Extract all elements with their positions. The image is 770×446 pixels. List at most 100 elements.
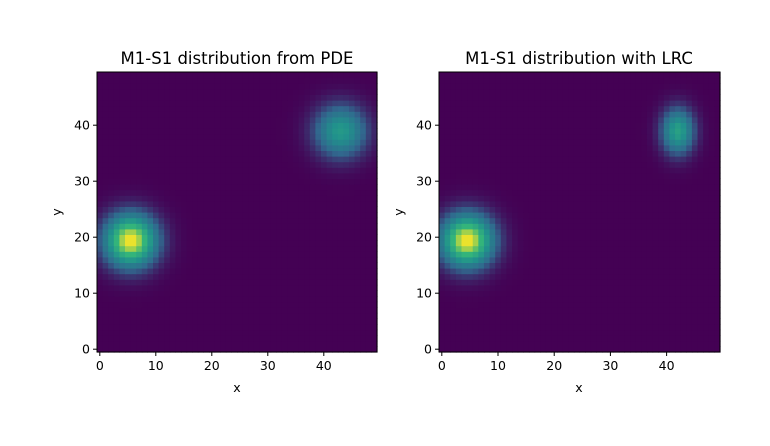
heatmap-cell	[624, 318, 631, 325]
heatmap-cell	[652, 223, 659, 230]
heatmap-cell	[528, 256, 536, 263]
heatmap-cell	[248, 223, 255, 230]
heatmap-cell	[315, 268, 322, 275]
heatmap-cell	[259, 144, 266, 151]
heatmap-cell	[658, 262, 665, 269]
heatmap-cell	[242, 167, 249, 174]
heatmap-cell	[663, 290, 671, 297]
heatmap-cell	[326, 318, 333, 325]
heatmap-cell	[265, 318, 272, 325]
heatmap-cell	[270, 172, 277, 179]
heatmap-cell	[624, 122, 631, 129]
heatmap-cell	[489, 245, 496, 252]
heatmap-cell	[635, 268, 642, 275]
heatmap-cell	[276, 268, 283, 275]
heatmap-cell	[646, 122, 654, 129]
heatmap-cell	[646, 161, 654, 168]
heatmap-cell	[253, 122, 260, 129]
heatmap-cell	[130, 200, 137, 207]
heatmap-cell	[270, 77, 277, 84]
heatmap-cell	[652, 200, 659, 207]
heatmap-cell	[573, 307, 581, 314]
heatmap-cell	[186, 184, 193, 191]
heatmap-cell	[675, 268, 682, 275]
heatmap-cell	[192, 72, 199, 79]
heatmap-cell	[618, 133, 626, 140]
heatmap-cell	[298, 94, 305, 101]
heatmap-cell	[652, 128, 659, 135]
heatmap-cell	[596, 228, 603, 235]
heatmap-cell	[675, 312, 682, 319]
heatmap-cell	[153, 240, 160, 247]
heatmap-cell	[175, 167, 182, 174]
heatmap-cell	[304, 178, 311, 185]
heatmap-cell	[478, 273, 485, 280]
heatmap-cell	[545, 189, 552, 196]
heatmap-cell	[472, 83, 479, 90]
heatmap-cell	[680, 189, 687, 196]
heatmap-cell	[506, 122, 513, 129]
heatmap-cell	[697, 94, 704, 101]
heatmap-cell	[237, 245, 244, 252]
heatmap-cell	[225, 290, 232, 297]
heatmap-cell	[686, 172, 693, 179]
heatmap-cell	[203, 251, 210, 258]
heatmap-cell	[214, 116, 221, 123]
heatmap-cell	[472, 100, 479, 107]
heatmap-cell	[192, 301, 199, 308]
heatmap-cell	[455, 100, 463, 107]
heatmap-cell	[231, 105, 238, 112]
heatmap-cell	[158, 195, 165, 202]
heatmap-cell	[147, 156, 154, 163]
heatmap-cell	[337, 133, 344, 140]
heatmap-cell	[108, 301, 115, 308]
heatmap-cell	[158, 139, 165, 146]
heatmap-cell	[298, 312, 305, 319]
heatmap-cell	[141, 245, 148, 252]
heatmap-cell	[125, 139, 132, 146]
heatmap-cell	[248, 88, 255, 95]
heatmap-cell	[197, 88, 204, 95]
heatmap-cell	[691, 77, 699, 84]
heatmap-cell	[309, 83, 316, 90]
heatmap-cell	[147, 111, 154, 118]
heatmap-cell	[483, 128, 491, 135]
heatmap-cell	[680, 184, 687, 191]
heatmap-cell	[562, 307, 569, 314]
heatmap-cell	[97, 284, 104, 291]
heatmap-cell	[158, 178, 165, 185]
heatmap-cell	[467, 228, 474, 235]
heatmap-cell	[483, 318, 491, 325]
heatmap-cell	[253, 167, 260, 174]
heatmap-cell	[276, 318, 283, 325]
heatmap-cell	[214, 178, 221, 185]
heatmap-cell	[337, 206, 344, 213]
heatmap-cell	[461, 307, 468, 314]
heatmap-cell	[523, 156, 530, 163]
heatmap-cell	[489, 200, 496, 207]
heatmap-cell	[237, 83, 244, 90]
heatmap-cell	[181, 234, 188, 241]
heatmap-cell	[506, 251, 513, 258]
heatmap-cell	[343, 262, 350, 269]
heatmap-cell	[321, 212, 328, 219]
heatmap-cell	[360, 240, 367, 247]
heatmap-cell	[613, 111, 620, 118]
heatmap-cell	[579, 234, 586, 241]
heatmap-cell	[186, 228, 193, 235]
heatmap-cell	[169, 234, 176, 241]
heatmap-cell	[489, 77, 496, 84]
heatmap-cell	[697, 122, 704, 129]
heatmap-cell	[562, 251, 569, 258]
heatmap-cell	[125, 77, 132, 84]
heatmap-cell	[147, 217, 154, 224]
heatmap-cell	[321, 161, 328, 168]
heatmap-cell	[635, 133, 642, 140]
heatmap-cell	[557, 307, 564, 314]
heatmap-cell	[579, 167, 586, 174]
heatmap-cell	[270, 262, 277, 269]
heatmap-cell	[360, 200, 367, 207]
heatmap-cell	[164, 105, 171, 112]
heatmap-cell	[153, 144, 160, 151]
heatmap-cell	[444, 105, 451, 112]
